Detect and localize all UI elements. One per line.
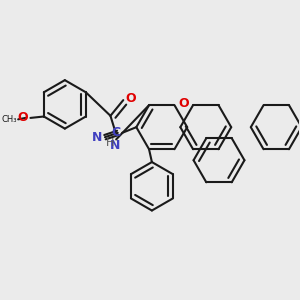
Text: O: O [126, 92, 136, 105]
Text: O: O [179, 97, 189, 110]
Text: N: N [92, 131, 103, 144]
Text: H: H [106, 138, 114, 148]
Text: O: O [17, 111, 28, 124]
Text: CH₃: CH₃ [1, 115, 17, 124]
Text: N: N [110, 139, 120, 152]
Text: C: C [112, 126, 121, 140]
